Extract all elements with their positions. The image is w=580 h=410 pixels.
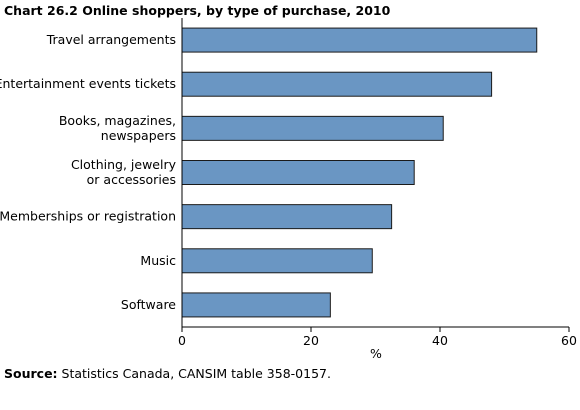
category-label-4: Memberships or registration (0, 209, 176, 224)
x-tick-label-3: 60 (561, 333, 577, 348)
source-label: Source: (4, 366, 58, 381)
bar-5 (181, 248, 373, 274)
x-tick-label-2: 40 (432, 333, 448, 348)
category-label-2-line-1: newspapers (101, 128, 176, 143)
bar-4 (181, 204, 393, 230)
category-label-0: Travel arrangements (46, 32, 176, 47)
x-tick-label-1: 20 (303, 333, 319, 348)
bar-1 (181, 71, 493, 97)
bar-6 (181, 292, 331, 318)
labels-layer: Travel arrangements Entertainment events … (0, 32, 577, 361)
category-label-3-line-1: or accessories (87, 172, 176, 187)
category-label-1: Entertainment events tickets (0, 76, 176, 91)
chart-title: Chart 26.2 Online shoppers, by type of p… (4, 3, 391, 18)
bar-3 (181, 160, 415, 185)
bars-layer (181, 27, 538, 318)
source-text: Statistics Canada, CANSIM table 358-0157… (57, 366, 331, 381)
bar-0 (181, 27, 538, 53)
source-note: Source: Statistics Canada, CANSIM table … (4, 366, 331, 381)
category-label-5: Music (140, 253, 176, 268)
x-tick-label-0: 0 (178, 333, 186, 348)
x-axis-label: % (370, 346, 382, 361)
bar-2 (181, 115, 444, 141)
category-label-6: Software (121, 297, 176, 312)
category-label-2-line-0: Books, magazines, (59, 113, 176, 128)
category-label-3-line-0: Clothing, jewelry (71, 157, 177, 172)
axis-layer (181, 18, 570, 332)
